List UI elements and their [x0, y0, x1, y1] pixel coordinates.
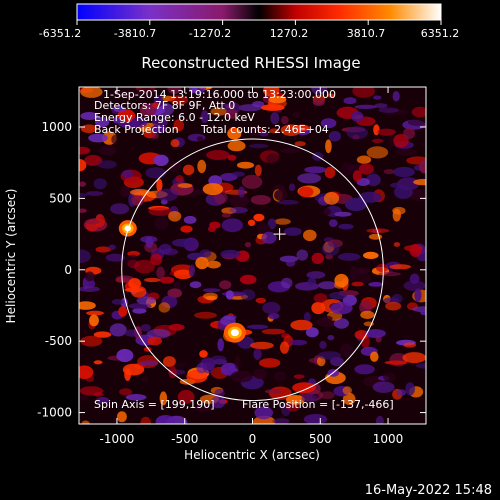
colorbar-tick-label: 3810.7 — [347, 27, 386, 40]
y-tick-label: 1000 — [41, 120, 72, 134]
bright-sources — [118, 220, 246, 343]
x-tick-label: -500 — [171, 432, 198, 446]
colorbar-ticks — [76, 20, 442, 25]
y-tick-label: 500 — [49, 191, 72, 205]
colorbar-gradient — [76, 3, 442, 21]
solar-limb-circle — [121, 138, 384, 402]
sun-center-crosshair — [273, 228, 286, 241]
source-core — [230, 329, 239, 337]
heatmap-image — [79, 87, 426, 424]
colorbar-tick-label: -6351.2 — [39, 27, 81, 40]
y-axis-ticks: -1000 -500 0 500 1000 — [37, 120, 426, 420]
colorbar-tick-label: -1270.2 — [189, 27, 231, 40]
colorbar-tick-label: -3810.7 — [114, 27, 156, 40]
x-tick-label: 500 — [309, 432, 332, 446]
colorbar: -6351.2 -3810.7 -1270.2 1270.2 3810.7 63… — [39, 3, 460, 40]
energy-range-annotation: Energy Range: 6.0 - 12.0 keV — [94, 111, 255, 124]
spin-axis-annotation: Spin Axis = [199,190] — [94, 398, 215, 411]
x-tick-label: 1000 — [373, 432, 404, 446]
x-tick-label: 0 — [249, 432, 257, 446]
flare-position-annotation: Flare Position = [-137,-466] — [242, 398, 394, 411]
colorbar-tick-label: 6351.2 — [421, 27, 460, 40]
y-tick-label: -1000 — [37, 406, 72, 420]
y-tick-label: 0 — [64, 263, 72, 277]
x-axis-label: Heliocentric X (arcsec) — [184, 448, 320, 462]
x-tick-label: -1000 — [100, 432, 135, 446]
method-annotation: Back Projection — [94, 123, 179, 136]
colorbar-tick-label: 1270.2 — [270, 27, 309, 40]
chart-title: Reconstructed RHESSI Image — [141, 54, 360, 72]
footer-timestamp: 16-May-2022 15:48 — [365, 483, 492, 498]
time-range-annotation: 1-Sep-2014 13:19:16.000 to 13:23:00.000 — [103, 88, 336, 101]
y-tick-label: -500 — [45, 334, 72, 348]
detectors-annotation: Detectors: 7F 8F 9F, Att 0 — [94, 99, 235, 112]
total-counts-annotation: Total counts: 2.46E+04 — [200, 123, 329, 136]
y-axis-label: Heliocentric Y (arcsec) — [4, 189, 18, 324]
x-axis-ticks: -1000 -500 0 500 1000 — [100, 87, 404, 446]
